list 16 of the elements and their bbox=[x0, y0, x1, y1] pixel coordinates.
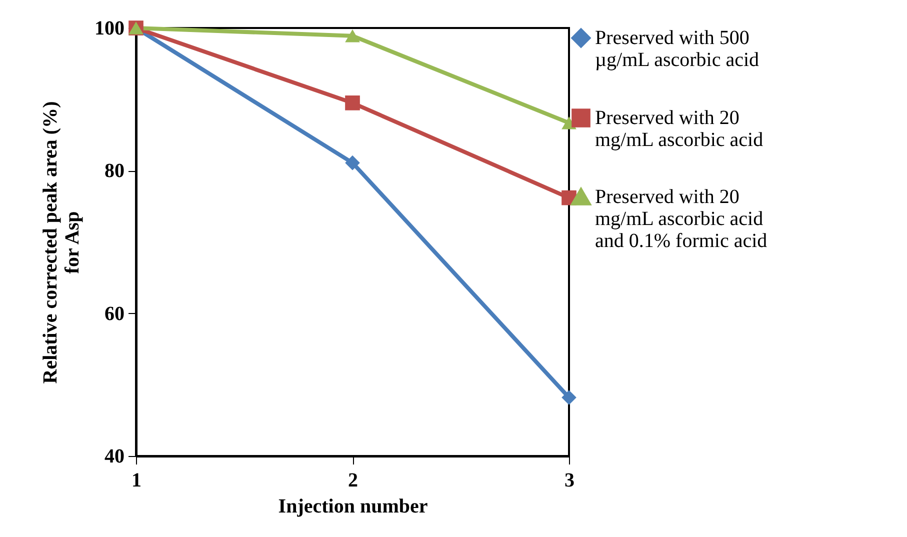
legend-label: Preserved with 20 mg/mL ascorbic acid and 0.1% formic acid bbox=[595, 186, 768, 252]
point bbox=[562, 390, 576, 405]
y-tick-label: 40 bbox=[104, 446, 124, 468]
x-tick-label: 2 bbox=[348, 470, 358, 492]
point bbox=[345, 155, 360, 170]
x-axis-title: Injection number bbox=[278, 496, 428, 518]
x-tick-label: 1 bbox=[132, 470, 142, 492]
y-axis-title: Relative corrected peak area (%) for Asp bbox=[40, 101, 84, 384]
point bbox=[345, 29, 360, 42]
y-tick-label: 100 bbox=[94, 18, 124, 40]
x-tick-label: 3 bbox=[564, 470, 574, 492]
legend-label: Preserved with 500 µg/mL ascorbic acid bbox=[595, 27, 760, 71]
y-tick-label: 80 bbox=[104, 160, 124, 182]
y-tick-label: 60 bbox=[104, 302, 124, 325]
legend-label: Preserved with 20 mg/mL ascorbic acid bbox=[595, 107, 764, 151]
point bbox=[345, 95, 360, 110]
